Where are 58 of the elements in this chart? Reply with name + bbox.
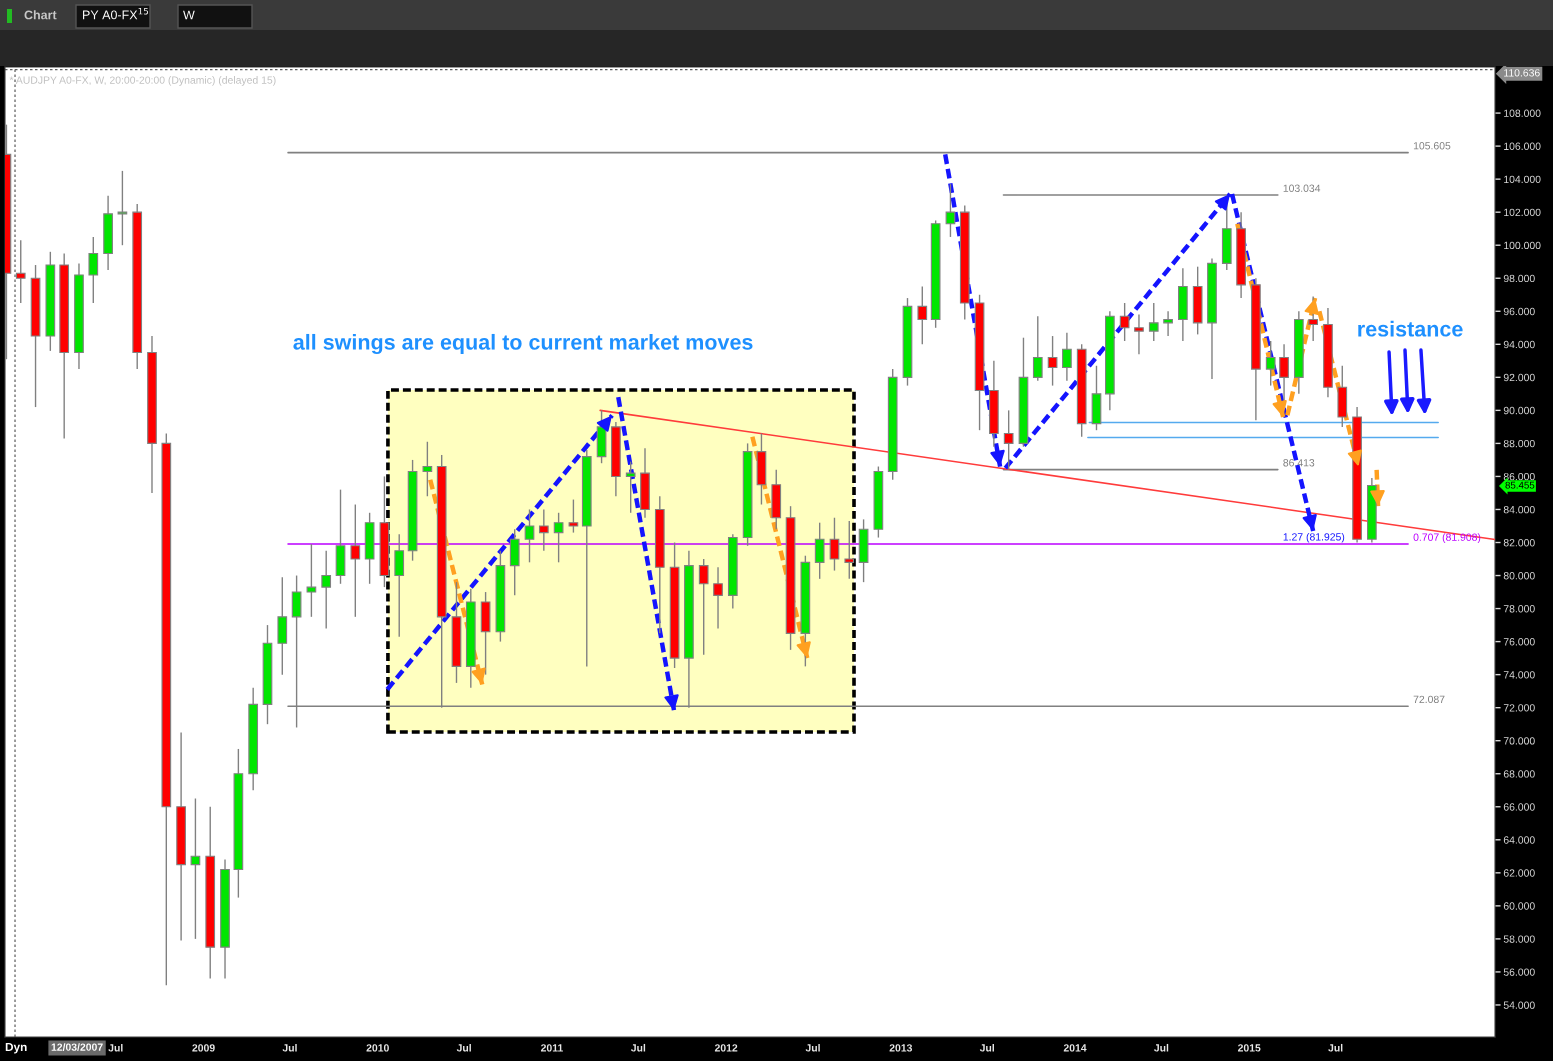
y-tick-label: 68.000 [1503, 770, 1535, 778]
annotation: 105.605 [1413, 142, 1451, 150]
y-tick-label: 64.000 [1503, 836, 1535, 844]
y-tick-label: 108.000 [1504, 109, 1541, 117]
text: Dyn [5, 1042, 27, 1054]
x-tick-label: Jul [108, 1043, 123, 1052]
x-tick-label: Jul [282, 1043, 297, 1052]
y-tick-label: 72.000 [1503, 704, 1535, 712]
y-tick-label: 84.000 [1503, 505, 1535, 514]
y-tick-label: 86.000 [1503, 472, 1535, 481]
y-tick-label: 56.000 [1503, 968, 1535, 976]
x-tick-label: Jul [630, 1043, 646, 1052]
x-tick-label: 2015 [1237, 1044, 1261, 1052]
y-tick-label: 66.000 [1503, 803, 1535, 811]
y-tick-label: 62.000 [1503, 869, 1535, 877]
y-tick-label: 88.000 [1503, 439, 1535, 448]
x-tick-label: 2010 [366, 1044, 389, 1052]
annotation: resistance [1358, 320, 1463, 337]
y-tick-label: 94.000 [1503, 340, 1535, 349]
y-tick-label: 92.000 [1503, 373, 1535, 382]
y-tick-label: 106.000 [1504, 142, 1541, 150]
y-tick-label: 78.000 [1503, 605, 1535, 613]
ref-line-label: 110.636 [1504, 69, 1540, 77]
annotation: 86.413 [1283, 459, 1315, 467]
annotation: 103.034 [1283, 184, 1321, 192]
annotation: 1.27 (81.925) [1283, 532, 1345, 543]
y-tick-label: 90.000 [1503, 406, 1535, 415]
y-tick-label: 74.000 [1503, 671, 1535, 679]
annotation: all swings are equal to current market moves [293, 333, 753, 355]
annotation: 72.087 [1413, 695, 1445, 704]
text: W [183, 10, 195, 20]
y-tick-label: 76.000 [1503, 638, 1535, 646]
text: Chart [24, 10, 57, 20]
annotation: 0.707 (81.908) [1413, 533, 1481, 543]
y-tick-label: 96.000 [1503, 307, 1535, 316]
x-tick-label: 2011 [541, 1044, 563, 1052]
x-tick-label: 2013 [889, 1044, 913, 1052]
x-tick-label: 2014 [1063, 1044, 1087, 1052]
y-tick-label: 104.000 [1504, 175, 1541, 184]
y-tick-label: 60.000 [1503, 902, 1535, 910]
x-tick-label: Jul [805, 1043, 820, 1052]
y-tick-label: 82.000 [1503, 539, 1535, 547]
y-tick-label: 54.000 [1503, 1001, 1535, 1009]
x-tick-label: 2012 [714, 1044, 738, 1052]
x-tick-label: Jul [1328, 1043, 1343, 1052]
y-tick-label: 100.000 [1504, 241, 1541, 250]
text: PY A0-FX$^{15}$ [83, 7, 149, 20]
x-tick-label: Jul [1154, 1043, 1169, 1052]
y-tick-label: 80.000 [1503, 572, 1535, 580]
y-tick-label: 98.000 [1503, 274, 1535, 283]
y-tick-label: 58.000 [1503, 935, 1535, 943]
x-tick-label: Jul [456, 1043, 471, 1052]
x-tick-label: 2009 [192, 1044, 215, 1052]
x-tick-label: Jul [979, 1043, 994, 1052]
y-tick-label: 102.000 [1504, 208, 1541, 217]
text: 85.455 [1505, 481, 1535, 489]
text: 12/03/2007 [51, 1043, 103, 1051]
y-tick-label: 70.000 [1503, 737, 1535, 745]
